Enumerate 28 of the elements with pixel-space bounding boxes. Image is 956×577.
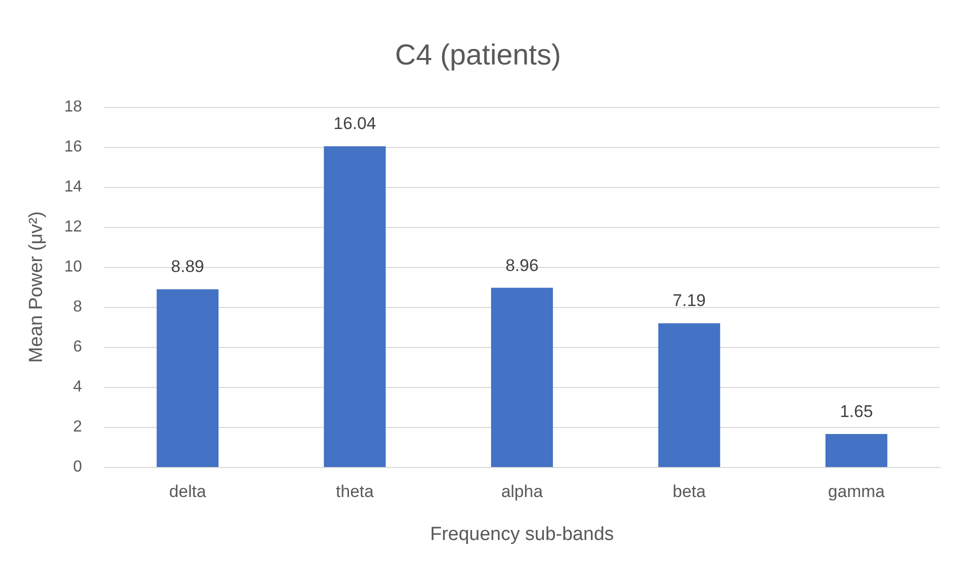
x-tick-label: beta — [672, 482, 706, 501]
y-axis-title: Mean Power (μv²) — [26, 211, 47, 363]
bar — [491, 288, 553, 467]
y-tick-label: 10 — [64, 258, 82, 276]
y-tick-label: 12 — [64, 218, 82, 236]
data-label: 1.65 — [840, 402, 873, 421]
y-tick-label: 16 — [64, 138, 82, 156]
y-tick-label: 6 — [73, 338, 82, 356]
x-axis-title: Frequency sub-bands — [430, 524, 614, 545]
x-tick-label: delta — [169, 482, 207, 501]
data-label: 16.04 — [334, 114, 376, 134]
data-label: 8.96 — [505, 256, 539, 275]
x-tick-label: alpha — [501, 482, 544, 501]
chart-title: C4 (patients) — [394, 40, 562, 72]
bar — [324, 146, 386, 467]
data-label: 8.89 — [171, 257, 204, 276]
bar — [156, 289, 219, 467]
y-tick-label: 0 — [73, 458, 82, 476]
y-tick-label: 4 — [73, 378, 82, 396]
y-tick-label: 2 — [73, 418, 82, 436]
y-tick-label: 14 — [64, 178, 82, 196]
x-tick-label: gamma — [828, 482, 886, 501]
y-tick-label: 8 — [73, 298, 82, 316]
x-tick-label: theta — [336, 482, 374, 501]
y-tick-label: 18 — [64, 98, 82, 116]
bar — [658, 323, 720, 467]
data-label: 7.19 — [672, 291, 706, 310]
bar — [825, 434, 888, 467]
